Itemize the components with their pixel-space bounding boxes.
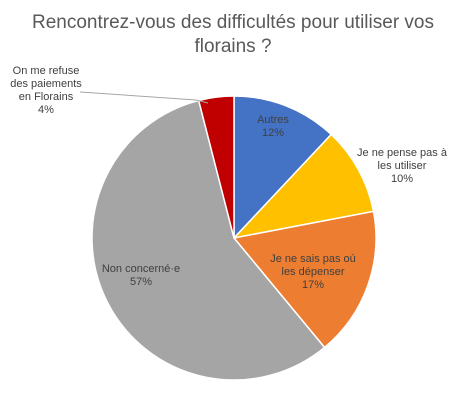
pie-slice bbox=[233, 95, 333, 240]
pie-slice bbox=[231, 133, 375, 240]
pie-slice bbox=[91, 99, 326, 381]
data-label-percent: 4% bbox=[38, 104, 54, 116]
pie-slice bbox=[232, 210, 377, 349]
data-label-category: On me refuse bbox=[13, 65, 80, 77]
data-label-category: en Florains bbox=[19, 91, 74, 103]
data-label-percent: 17% bbox=[302, 279, 324, 291]
data-label-percent: 12% bbox=[262, 127, 284, 139]
data-label-category: les dépenser bbox=[282, 266, 345, 278]
data-label-category: les utiliser bbox=[378, 160, 427, 172]
data-label-category: Autres bbox=[257, 114, 289, 126]
chart-title: Rencontrez-vous des difficultés pour uti… bbox=[32, 12, 434, 57]
data-label-percent: 57% bbox=[130, 276, 152, 288]
chart-title-line: florains ? bbox=[194, 36, 271, 57]
leader-lines bbox=[79, 91, 209, 104]
pie-slices bbox=[91, 95, 377, 381]
leader-line bbox=[79, 91, 209, 104]
data-label: Non concerné·e57% bbox=[102, 263, 180, 288]
data-label-category: des paiements bbox=[10, 78, 82, 90]
chart-title-line: Rencontrez-vous des difficultés pour uti… bbox=[32, 12, 434, 33]
data-label-percent: 10% bbox=[391, 173, 413, 185]
data-label-category: Non concerné·e bbox=[102, 263, 180, 275]
data-label-category: Je ne pense pas à bbox=[357, 147, 448, 159]
data-label-category: Je ne sais pas où bbox=[270, 253, 356, 265]
